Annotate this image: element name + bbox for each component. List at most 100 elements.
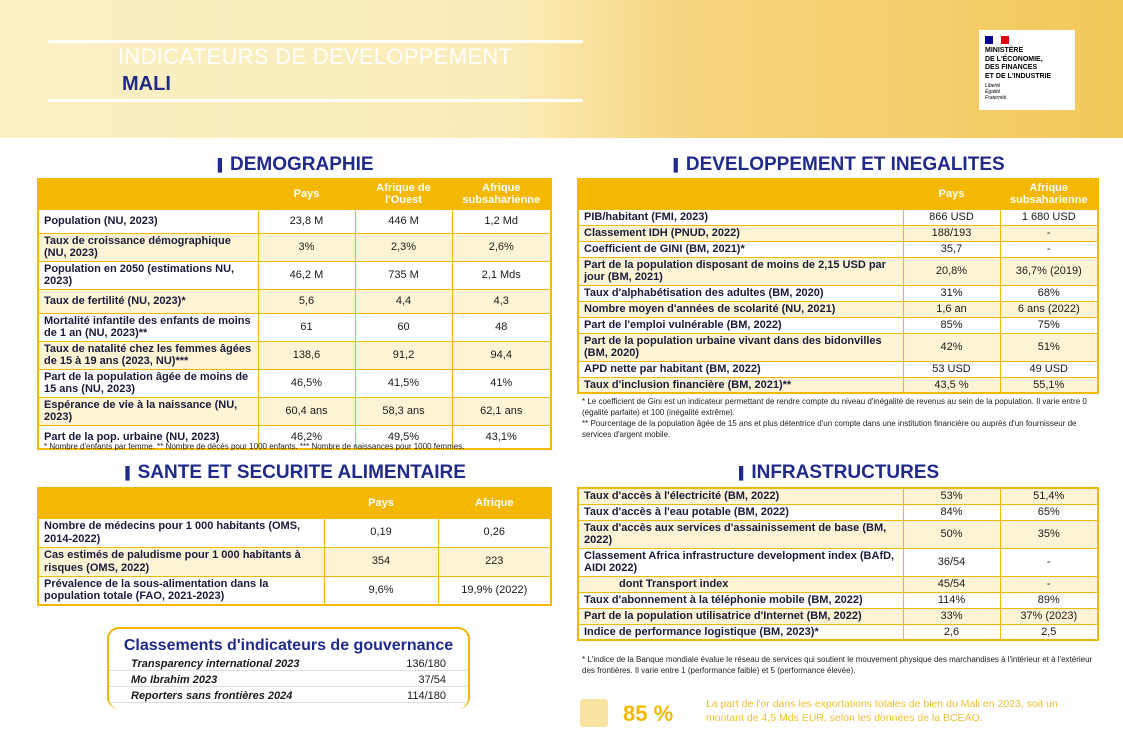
header-cell: Afrique de l'Ouest [354,178,453,210]
label-cell: Taux de croissance démographique (NU, 20… [37,232,259,262]
table-row: dont Transport index 45/54- [577,575,1099,593]
header-cell [577,178,904,210]
value-cell: 46,5% [257,368,356,398]
data-table: Pays Afrique subsaharienne PIB/habitant (F… [577,178,1099,394]
value-cell: 53 USD [902,360,1001,378]
table-row: Part de la population disposant de moins… [577,256,1099,286]
section-title: DEVELOPPEMENT ET INEGALITES [577,154,1097,176]
value-cell: 1,2 Md [451,208,552,234]
value-cell: 2,5 [999,623,1099,641]
header-cell [37,178,259,210]
table-row: Cas estimés de paludisme pour 1 000 habi… [37,546,552,577]
value-cell: 1,6 an [902,300,1001,318]
header-row: Pays Afrique subsaharienne [577,178,1099,210]
value-cell: 35,7 [902,240,1001,258]
header-title-box: INDICATEURS DE DEVELOPPEMENT MALI [48,40,583,102]
highlight-value: 85 % [623,701,674,726]
motto-line: Fraternité [985,95,1007,101]
value-cell: - [999,547,1099,577]
table-row: Taux de natalité chez les femmes âgées d… [37,340,552,370]
label-cell: Indice de performance logistique (BM, 20… [577,623,904,641]
label-cell: Nombre moyen d'années de scolarité (NU, … [577,300,904,318]
label-cell: Part de la pop. urbaine (NU, 2023) [37,424,259,450]
value-cell: 51,4% [999,487,1099,505]
logo-line: DES FINANCES [985,64,1038,71]
value-cell: 48 [451,312,552,342]
table-row: Prévalence de la sous-alimentation dans … [37,575,552,606]
logo-line: ET DE L'INDUSTRIE [985,72,1052,80]
value-cell: 46,2 M [257,260,356,290]
value-cell: 68% [999,284,1099,302]
governance-index: Transparency international 2023 [131,658,300,670]
highlight-text: La part de l'or dans les exportations to… [706,698,1058,724]
header-subtitle: MALI [122,73,171,95]
table-row: Coefficient de GINI (BM, 2021)* 35,7- [577,240,1099,258]
logo-motto: Liberté Égalité Fraternité [985,83,1069,101]
label-cell: Mortalité infantile des enfants de moins… [37,312,259,342]
value-cell: 735 M [354,260,453,290]
table-row: PIB/habitant (FMI, 2023) 866 USD 1 680 USD [577,208,1099,226]
governance-rank: 37/54 [418,674,446,686]
value-cell: 41% [451,368,552,398]
value-cell: 866 USD [902,208,1001,226]
header-title: INDICATEURS DE DEVELOPPEMENT [118,44,513,69]
governance-title: Classements d'indicateurs de gouvernance [123,637,454,654]
header-banner [0,0,1123,138]
label-cell: PIB/habitant (FMI, 2023) [577,208,904,226]
flag [985,36,1009,44]
table-row: Taux d'alphabétisation des adultes (BM, … [577,284,1099,302]
header-cell: Pays [257,178,356,210]
label-cell: Prévalence de la sous-alimentation dans … [37,575,325,606]
value-cell: 60,4 ans [257,396,356,426]
value-cell: 2,6 [902,623,1001,641]
label-cell: Coefficient de GINI (BM, 2021)* [577,240,904,258]
value-cell: 42% [902,332,1001,362]
governance-rank: 136/180 [406,658,446,670]
table-row: Part de la pop. urbaine (NU, 2023) 46,2% 4… [37,424,552,450]
value-cell: 45/54 [902,575,1001,593]
value-cell: 2,6% [451,232,552,262]
governance-index: Reporters sans frontières 2024 [131,690,293,702]
label-cell: Taux de natalité chez les femmes âgées d… [37,340,259,370]
label-cell: Taux d'accès à l'eau potable (BM, 2022) [577,503,904,521]
table-row: Classement IDH (PNUD, 2022) 188/193- [577,224,1099,242]
header-cell: Afrique [437,487,552,519]
label-cell: Taux de fertilité (NU, 2023)* [37,288,259,314]
motto-line: Liberté [985,83,1001,89]
label-cell: dont Transport index [577,575,904,593]
data-table: Taux d'accès à l'électricité (BM, 2022) 5… [577,487,1099,641]
value-cell: 41,5% [354,368,453,398]
value-cell: 23,8 M [257,208,356,234]
header-cell: Afrique subsaharienne [999,178,1099,210]
value-cell: 19,9% (2022) [437,575,552,606]
label-cell: Espérance de vie à la naissance (NU, 202… [37,396,259,426]
table-row: Part de l'emploi vulnérable (BM, 2022) 85… [577,316,1099,334]
value-cell: 36/54 [902,547,1001,577]
value-cell: 354 [323,546,439,577]
value-cell: 2,3% [354,232,453,262]
section-title: INFRASTRUCTURES [577,462,1097,484]
value-cell: 4,4 [354,288,453,314]
governance-index: Mo Ibrahim 2023 [131,674,218,686]
label-cell: Taux d'alphabétisation des adultes (BM, … [577,284,904,302]
label-cell: Part de la population disposant de moins… [577,256,904,286]
governance-row: Transparency international 2023 136/180 [109,658,468,671]
value-cell: 1 680 USD [999,208,1099,226]
table-row: Mortalité infantile des enfants de moins… [37,312,552,342]
label-cell: Nombre de médecins pour 1 000 habitants … [37,517,325,548]
table-row: Nombre moyen d'années de scolarité (NU, … [577,300,1099,318]
value-cell: 5,6 [257,288,356,314]
value-cell: 4,3 [451,288,552,314]
footnote: * Le coefficient de Gini est un indicate… [582,397,1087,417]
label-cell: APD nette par habitant (BM, 2022) [577,360,904,378]
value-cell: 60 [354,312,453,342]
value-cell: 31% [902,284,1001,302]
ministry-logo: MINISTÈRE DE L'ÉCONOMIE, DES FINANCES ET… [979,30,1075,110]
governance-rows: Transparency international 2023 136/180 Mo… [109,658,468,703]
value-cell: 75% [999,316,1099,334]
header-cell [37,487,325,519]
footnotes: * Le coefficient de Gini est un indicate… [582,396,1097,440]
governance-box: Classements d'indicateurs de gouvernance… [107,627,470,709]
value-cell: 65% [999,503,1099,521]
value-cell: 0,19 [323,517,439,548]
